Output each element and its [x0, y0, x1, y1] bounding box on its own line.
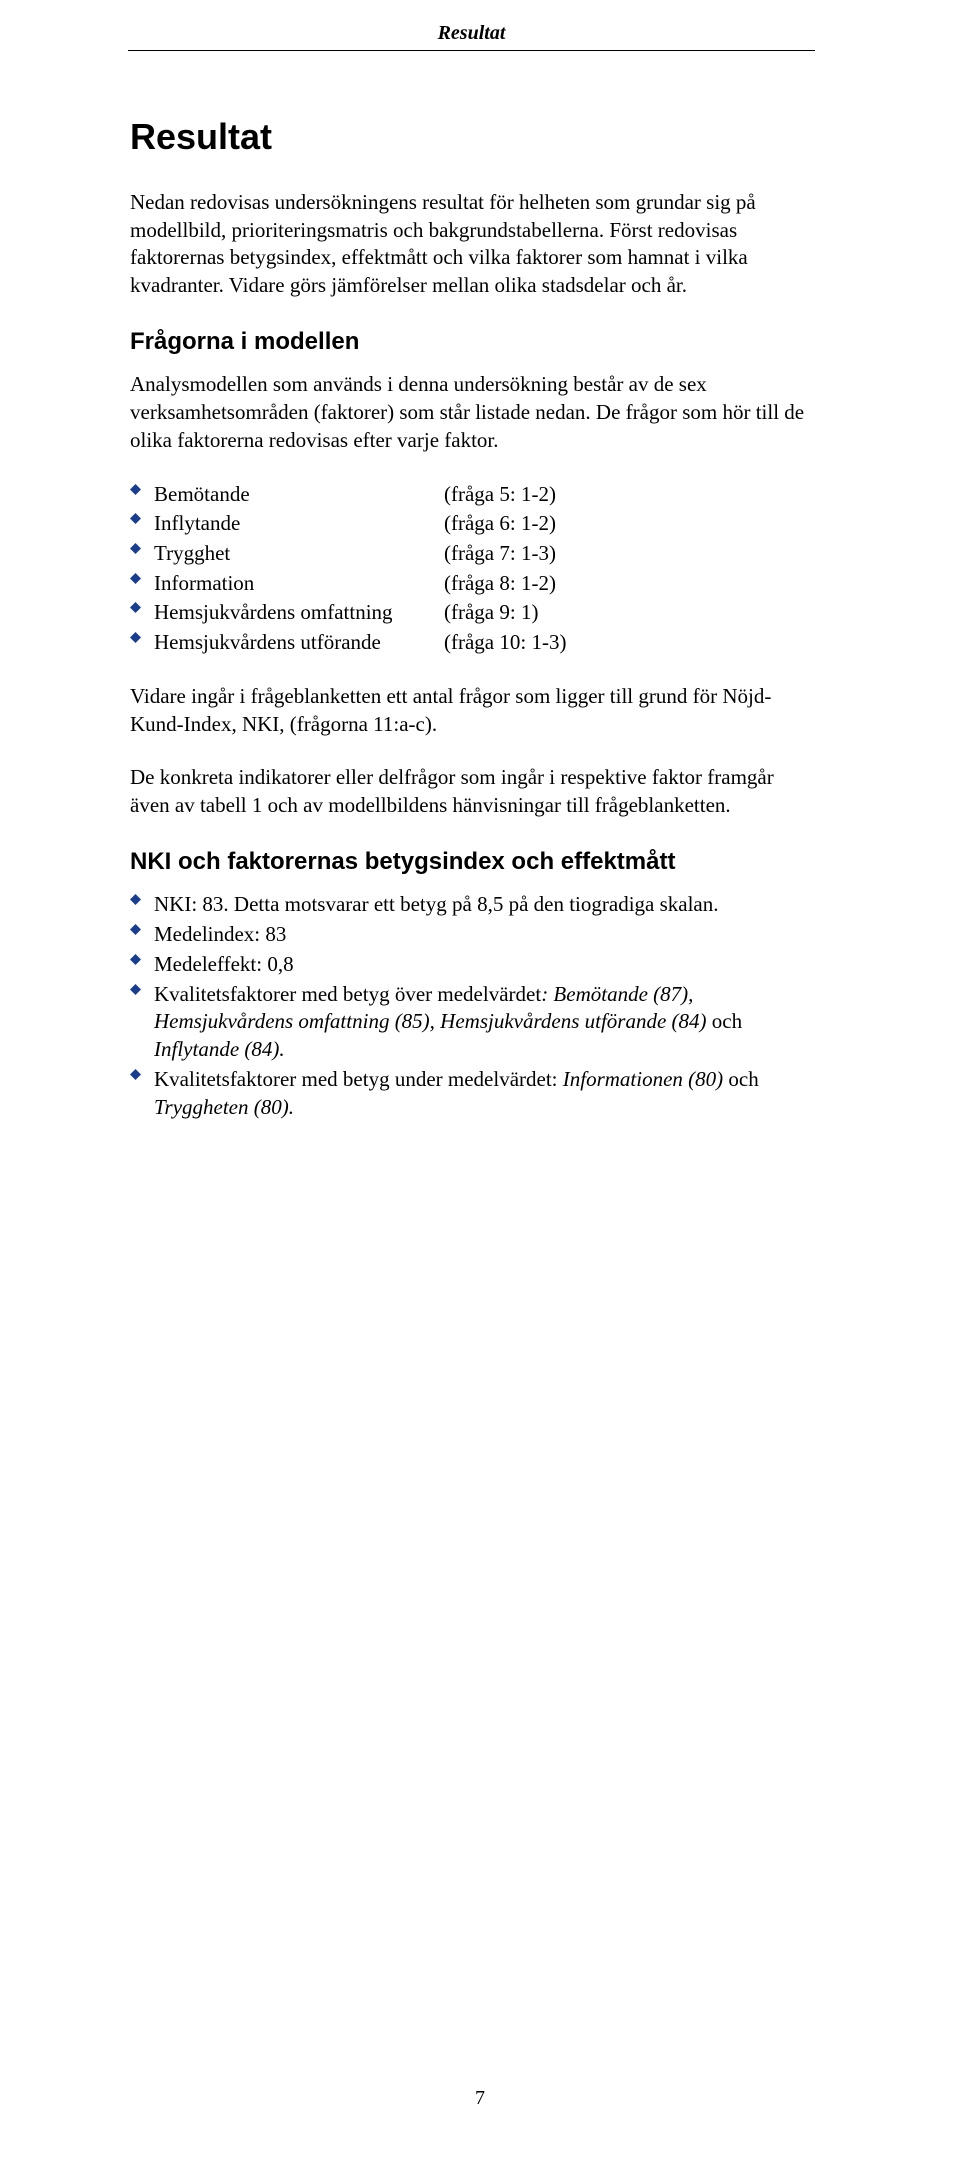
text-plain: Kvalitetsfaktorer med betyg över medelvä…	[154, 982, 541, 1006]
factor-name: Information	[154, 570, 444, 598]
list-item: Medelindex: 83	[130, 921, 815, 949]
content-area: Resultat Nedan redovisas undersökningens…	[128, 51, 815, 1121]
section1-heading: Frågorna i modellen	[130, 326, 815, 358]
bullet-icon	[130, 481, 154, 495]
bullet-icon	[130, 629, 154, 643]
page-title: Resultat	[130, 113, 815, 161]
page: Resultat Resultat Nedan redovisas unders…	[0, 0, 960, 2173]
factor-range: (fråga 9: 1)	[444, 599, 815, 627]
factor-range: (fråga 7: 1-3)	[444, 540, 815, 568]
section2-heading: NKI och faktorernas betygsindex och effe…	[130, 846, 815, 878]
nki-list: NKI: 83. Detta motsvarar ett betyg på 8,…	[130, 891, 815, 1121]
bullet-icon	[130, 921, 154, 935]
section1-para1: Analysmodellen som används i denna under…	[130, 371, 815, 454]
list-item-text: Kvalitetsfaktorer med betyg över medelvä…	[154, 981, 815, 1064]
bullet-icon	[130, 981, 154, 995]
running-header: Resultat	[128, 20, 815, 46]
text-plain: och	[707, 1009, 743, 1033]
bullet-icon	[130, 599, 154, 613]
factor-range: (fråga 10: 1-3)	[444, 629, 815, 657]
bullet-icon	[130, 891, 154, 905]
factor-name: Trygghet	[154, 540, 444, 568]
text-plain: och	[723, 1067, 759, 1091]
page-number: 7	[0, 2085, 960, 2111]
factor-row: Inflytande (fråga 6: 1-2)	[130, 510, 815, 538]
bullet-icon	[130, 951, 154, 965]
factor-range: (fråga 5: 1-2)	[444, 481, 815, 509]
factor-name: Hemsjukvårdens omfattning	[154, 599, 444, 627]
text-italic: Inflytande (84).	[154, 1037, 285, 1061]
factor-name: Hemsjukvårdens utförande	[154, 629, 444, 657]
text-italic: Tryggheten (80).	[154, 1095, 294, 1119]
list-item: Medeleffekt: 0,8	[130, 951, 815, 979]
list-item: Kvalitetsfaktorer med betyg över medelvä…	[130, 981, 815, 1064]
bullet-icon	[130, 570, 154, 584]
factor-row: Hemsjukvårdens omfattning (fråga 9: 1)	[130, 599, 815, 627]
list-item: NKI: 83. Detta motsvarar ett betyg på 8,…	[130, 891, 815, 919]
factor-range: (fråga 8: 1-2)	[444, 570, 815, 598]
list-item-text: Medeleffekt: 0,8	[154, 951, 815, 979]
bullet-icon	[130, 510, 154, 524]
factor-range: (fråga 6: 1-2)	[444, 510, 815, 538]
section1-para2: Vidare ingår i frågeblanketten ett antal…	[130, 683, 815, 738]
list-item: Kvalitetsfaktorer med betyg under medelv…	[130, 1066, 815, 1121]
list-item-text: NKI: 83. Detta motsvarar ett betyg på 8,…	[154, 891, 815, 919]
list-item-text: Kvalitetsfaktorer med betyg under medelv…	[154, 1066, 815, 1121]
factor-row: Hemsjukvårdens utförande (fråga 10: 1-3)	[130, 629, 815, 657]
factor-list: Bemötande (fråga 5: 1-2) Inflytande (frå…	[130, 481, 815, 657]
text-italic: Informationen (80)	[563, 1067, 723, 1091]
bullet-icon	[130, 1066, 154, 1080]
bullet-icon	[130, 540, 154, 554]
text-plain: Kvalitetsfaktorer med betyg under medelv…	[154, 1067, 563, 1091]
factor-name: Inflytande	[154, 510, 444, 538]
intro-paragraph: Nedan redovisas undersökningens resultat…	[130, 189, 815, 300]
list-item-text: Medelindex: 83	[154, 921, 815, 949]
factor-name: Bemötande	[154, 481, 444, 509]
factor-row: Information (fråga 8: 1-2)	[130, 570, 815, 598]
section1-para3: De konkreta indikatorer eller delfrågor …	[130, 764, 815, 819]
factor-row: Bemötande (fråga 5: 1-2)	[130, 481, 815, 509]
factor-row: Trygghet (fråga 7: 1-3)	[130, 540, 815, 568]
